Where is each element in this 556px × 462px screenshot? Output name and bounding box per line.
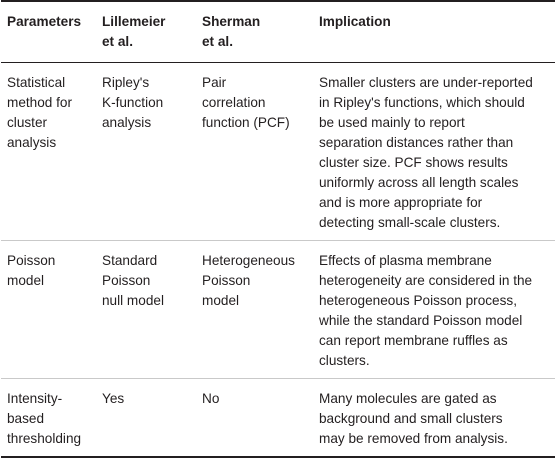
header-lillemeier: Lillemeier et al. <box>96 1 196 63</box>
cell-implication: Smaller clusters are under-reported in R… <box>313 62 555 241</box>
header-implication: Implication <box>313 1 555 63</box>
cell-parameter: Intensity- based thresholding <box>1 378 96 458</box>
cell-sherman: No <box>196 378 313 458</box>
table-row: Statistical method for cluster analysis … <box>1 62 555 241</box>
cell-sherman: Pair correlation function (PCF) <box>196 62 313 241</box>
cell-sherman: Heterogeneous Poisson model <box>196 240 313 379</box>
header-parameters: Parameters <box>1 1 96 63</box>
cell-parameter: Statistical method for cluster analysis <box>1 62 96 241</box>
cell-lillemeier: Standard Poisson null model <box>96 240 196 379</box>
table-body: Statistical method for cluster analysis … <box>1 62 555 458</box>
header-sherman: Sherman et al. <box>196 1 313 63</box>
table-row: Intensity- based thresholding Yes No Man… <box>1 378 555 458</box>
cell-parameter: Poisson model <box>1 240 96 379</box>
cell-implication: Many molecules are gated as background a… <box>313 378 555 458</box>
header-row: Parameters Lillemeier et al. Sherman et … <box>1 1 555 63</box>
cell-lillemeier: Yes <box>96 378 196 458</box>
table-header: Parameters Lillemeier et al. Sherman et … <box>1 1 555 63</box>
table-row: Poisson model Standard Poisson null mode… <box>1 240 555 379</box>
cell-lillemeier: Ripley's K-function analysis <box>96 62 196 241</box>
cell-implication: Effects of plasma membrane heterogeneity… <box>313 240 555 379</box>
